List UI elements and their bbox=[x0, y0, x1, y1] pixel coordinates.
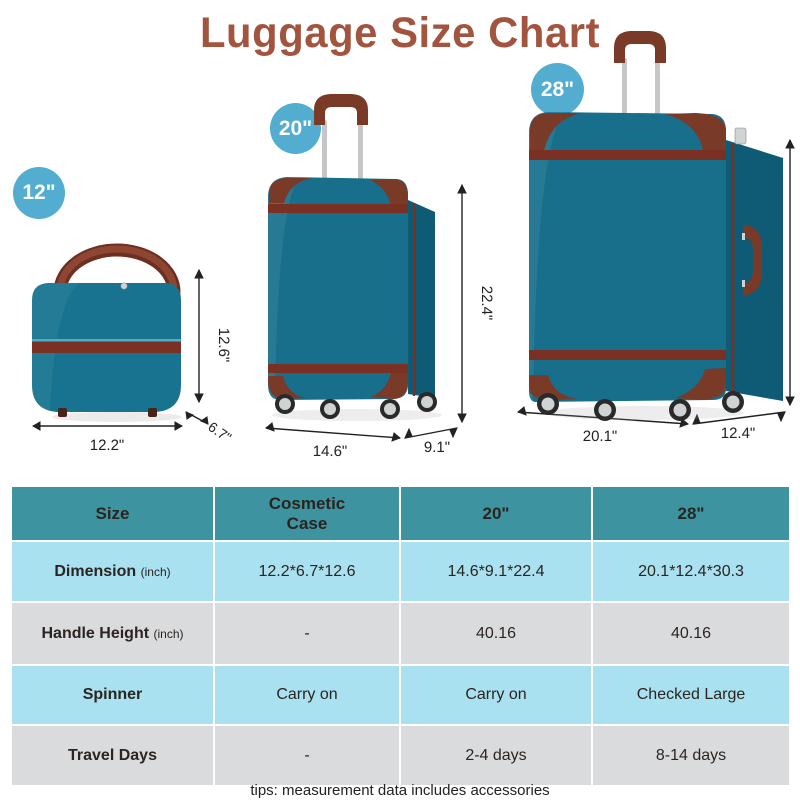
svg-text:20.1": 20.1" bbox=[583, 428, 618, 445]
svg-text:12.4": 12.4" bbox=[721, 425, 756, 442]
